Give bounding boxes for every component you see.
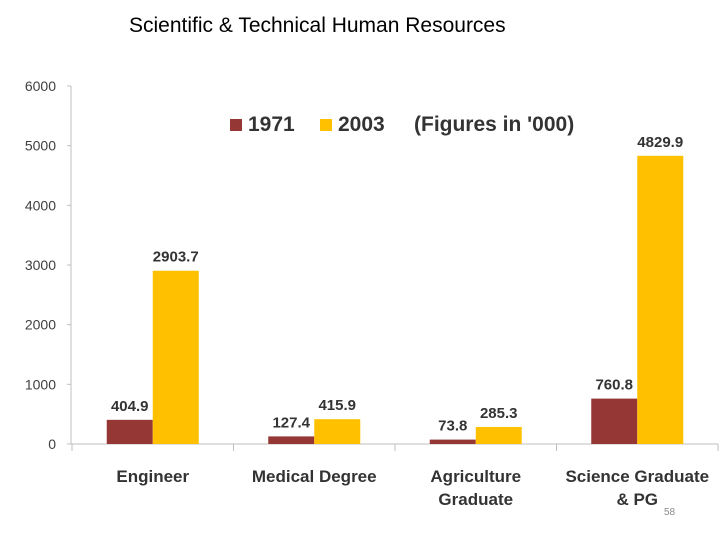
data-label-1971: 404.9	[111, 398, 149, 415]
bar-1971	[106, 419, 153, 444]
legend-swatch-2003	[320, 119, 332, 131]
bar-2003	[475, 426, 522, 444]
x-category-label: Science Graduate & PG	[565, 467, 709, 509]
y-tick-label: 3000	[25, 257, 56, 273]
chart-annotation: (Figures in '000)	[414, 113, 574, 136]
slide-title: Scientific & Technical Human Resources	[129, 14, 506, 37]
y-tick-label: 2000	[25, 317, 56, 333]
y-tick-label: 4000	[25, 197, 56, 213]
y-tick-label: 1000	[25, 376, 56, 392]
bar-1971	[268, 436, 315, 444]
bar-2003	[637, 155, 684, 444]
x-category-label: Medical Degree	[252, 467, 377, 486]
data-label-2003: 2903.7	[153, 249, 199, 266]
bar-2003	[152, 270, 199, 444]
legend-label-1971: 1971	[248, 113, 295, 136]
page-number: 58	[664, 507, 676, 518]
bar-1971	[591, 398, 638, 444]
data-label-1971: 127.4	[272, 414, 310, 431]
y-tick-label: 6000	[25, 78, 56, 94]
x-category-label: Agriculture Graduate	[430, 467, 521, 509]
bar-1971	[429, 439, 476, 444]
bar-2003	[314, 419, 361, 444]
legend-swatch-1971	[230, 119, 242, 131]
data-label-2003: 415.9	[318, 397, 356, 414]
y-tick-label: 0	[48, 436, 56, 452]
legend-label-2003: 2003	[338, 113, 385, 136]
x-category-label: Engineer	[116, 467, 189, 486]
y-tick-label: 5000	[25, 138, 56, 154]
data-label-2003: 285.3	[480, 405, 518, 422]
data-label-1971: 760.8	[595, 377, 633, 394]
data-label-1971: 73.8	[438, 418, 467, 435]
data-label-2003: 4829.9	[637, 134, 683, 151]
